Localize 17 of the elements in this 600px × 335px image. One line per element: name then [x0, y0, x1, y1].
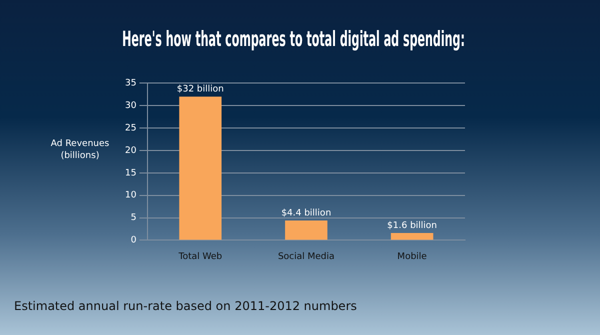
y-tick-label: 10	[125, 190, 137, 201]
y-tick-label: 25	[125, 123, 136, 134]
y-tick-label: 5	[130, 213, 136, 224]
data-label: $1.6 billion	[387, 220, 437, 231]
chart-title: Here's how that compares to total digital ad spending:	[122, 26, 465, 52]
y-tick-label: 0	[130, 236, 137, 246]
y-tick-label: 15	[125, 168, 136, 178]
x-tick-label: Social Media	[278, 252, 335, 262]
y-axis-title: Ad Revenues (billions)	[50, 139, 110, 162]
text: Estimated annual run-rate based on 2011-2012 numbers	[14, 299, 357, 313]
x-tick-label: Mobile	[397, 252, 428, 262]
data-label: $32 billion	[176, 84, 224, 94]
y-tick-label: 20	[125, 146, 137, 156]
x-tick-label: Total Web	[178, 252, 222, 262]
y-tick-label: 35	[125, 78, 136, 89]
y-tick-label: 30	[125, 100, 137, 111]
data-label: $4.4 billion	[281, 208, 332, 218]
